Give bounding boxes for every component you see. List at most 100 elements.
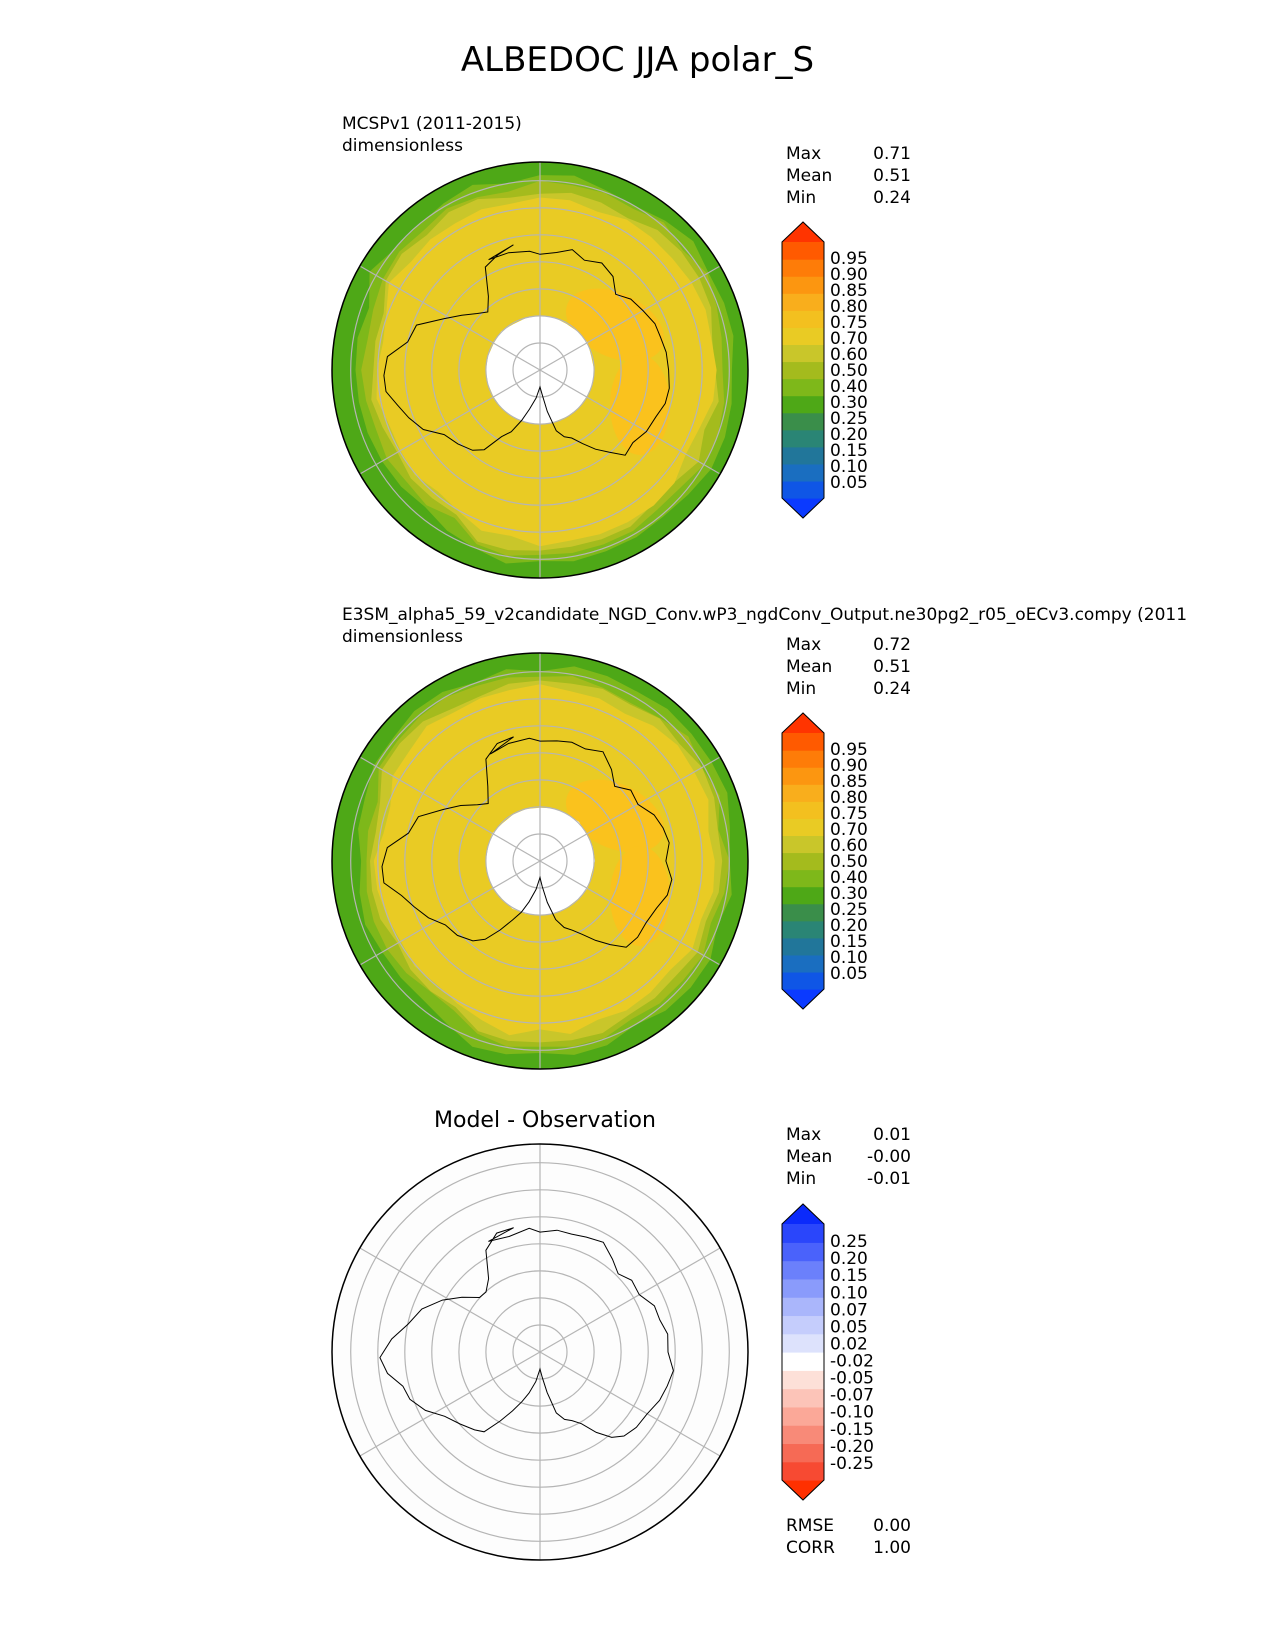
polar-map-test <box>331 161 749 579</box>
stat-value-max: 0.72 <box>873 635 911 655</box>
colorbar-segment <box>782 750 824 768</box>
stat-value-max: 0.01 <box>873 1125 911 1145</box>
colorbar-tick-label: -0.07 <box>830 1386 874 1406</box>
colorbar-tick-label: 0.07 <box>830 1300 868 1320</box>
colorbar-tick-label: 0.95 <box>830 740 868 760</box>
colorbar-segment <box>782 954 824 973</box>
stat-value-corr: 1.00 <box>873 1538 911 1558</box>
map-field <box>332 653 748 1069</box>
colorbar-extend-top <box>782 222 824 242</box>
colorbar-reference: 0.050.100.150.200.250.300.400.500.600.70… <box>781 712 868 1010</box>
stat-value-min: 0.24 <box>873 188 911 208</box>
colorbar-tick-label: 0.25 <box>830 900 868 920</box>
colorbar-segment <box>782 1425 824 1445</box>
colorbar-tick-label: 0.75 <box>830 804 868 824</box>
colorbar-tick-label: 0.95 <box>830 249 868 269</box>
colorbar-tick-label: 0.20 <box>830 1249 868 1269</box>
colorbar-tick-label: 0.05 <box>830 964 868 984</box>
colorbar-segment <box>782 784 824 802</box>
diff-panel-title: Model - Observation <box>434 1108 656 1133</box>
colorbar-tick-label: 0.60 <box>830 345 868 365</box>
stat-label-max: Max <box>786 1125 822 1145</box>
stat-label-max: Max <box>786 635 822 655</box>
colorbar-segment <box>782 480 824 499</box>
antarctica-coastline <box>379 1227 674 1438</box>
colorbar-tick-label: 0.90 <box>830 756 868 776</box>
colorbar-segment <box>782 378 824 397</box>
colorbar-segment <box>782 1297 824 1317</box>
stat-label-min: Min <box>786 679 817 699</box>
colorbar-segment <box>782 920 824 939</box>
stat-label-min: Min <box>786 188 817 208</box>
colorbar-segment <box>782 1278 824 1298</box>
colorbar-extend-bottom <box>782 498 824 518</box>
stat-label-corr: CORR <box>786 1538 835 1558</box>
colorbar-tick-label: -0.05 <box>830 1369 874 1389</box>
colorbar-segment <box>782 971 824 990</box>
colorbar-segment <box>782 733 824 751</box>
stat-label-max: Max <box>786 144 822 164</box>
meridian-line <box>359 860 541 966</box>
colorbar-segment <box>782 852 824 871</box>
colorbar-tick-label: 0.40 <box>830 868 868 888</box>
meridian-line <box>539 860 721 966</box>
colorbar-tick-label: 0.40 <box>830 377 868 397</box>
colorbar-segment <box>782 818 824 836</box>
colorbar-segment <box>782 276 824 294</box>
colorbar-tick-label: 0.30 <box>830 393 868 413</box>
meridian-line <box>539 1247 721 1353</box>
colorbar-tick-label: -0.20 <box>830 1437 874 1457</box>
map-field <box>332 162 748 578</box>
map-field <box>332 1144 748 1560</box>
colorbar-segment <box>782 293 824 311</box>
colorbar-segment <box>782 886 824 905</box>
stat-label-mean: Mean <box>786 1147 833 1167</box>
colorbar-tick-label: 0.90 <box>830 265 868 285</box>
colorbar-tick-label: 0.75 <box>830 313 868 333</box>
colorbar-segment <box>782 1352 824 1371</box>
colorbar-segment <box>782 1333 824 1353</box>
stat-value-mean: 0.51 <box>873 166 911 186</box>
colorbar-tick-label: 0.85 <box>830 281 868 301</box>
colorbar-difference: 0.250.200.150.100.070.050.02-0.02-0.05-0… <box>781 1203 874 1501</box>
colorbar-tick-label: 0.70 <box>830 820 868 840</box>
meridian-line <box>359 1351 541 1457</box>
colorbar-segment <box>782 1370 824 1390</box>
panel-2-subtitle: E3SM_alpha5_59_v2candidate_NGD_Conv.wP3_… <box>342 605 1188 625</box>
stat-label-mean: Mean <box>786 657 833 677</box>
colorbar-tick-label: 0.60 <box>830 836 868 856</box>
colorbar-segment <box>782 395 824 414</box>
colorbar-tick-label: 0.20 <box>830 425 868 445</box>
colorbar-segment <box>782 1315 824 1335</box>
colorbar-tick-label: 0.30 <box>830 884 868 904</box>
colorbar-tick-label: 0.15 <box>830 441 868 461</box>
colorbar-tick-label: 0.80 <box>830 297 868 317</box>
colorbar-tick-label: 0.15 <box>830 932 868 952</box>
colorbar-extend-top <box>782 713 824 733</box>
field-patch-075 <box>610 355 670 455</box>
field-patch-075 <box>610 846 670 946</box>
meridian-line <box>539 1351 721 1457</box>
colorbar-segment <box>782 1224 824 1243</box>
panel-2-stats: Max 0.72 Mean 0.51 Min 0.24 <box>786 634 911 704</box>
colorbar-tick-label: -0.10 <box>830 1403 874 1423</box>
colorbar-segment <box>782 801 824 819</box>
colorbar-tick-label: 0.10 <box>830 948 868 968</box>
stat-value-rmse: 0.00 <box>873 1516 911 1536</box>
colorbar-segment <box>782 903 824 922</box>
antarctica-coastline <box>383 244 670 456</box>
stat-value-min: 0.24 <box>873 679 911 699</box>
stat-value-max: 0.71 <box>873 144 911 164</box>
meridian-line <box>539 265 721 371</box>
colorbar-outline <box>781 712 825 1010</box>
meridian-line <box>359 756 541 862</box>
colorbar-extend-top <box>782 1204 824 1224</box>
page-title: ALBEDOC JJA polar_S <box>460 40 815 80</box>
stat-value-mean: 0.51 <box>873 657 911 677</box>
stat-label-min: Min <box>786 1169 817 1189</box>
colorbar-tick-label: 0.10 <box>830 1283 868 1303</box>
colorbar-tick-label: 0.50 <box>830 852 868 872</box>
antarctica-coastline <box>381 736 673 948</box>
colorbar-tick-label: 0.02 <box>830 1335 868 1355</box>
colorbar-tick-label: -0.25 <box>830 1454 874 1474</box>
